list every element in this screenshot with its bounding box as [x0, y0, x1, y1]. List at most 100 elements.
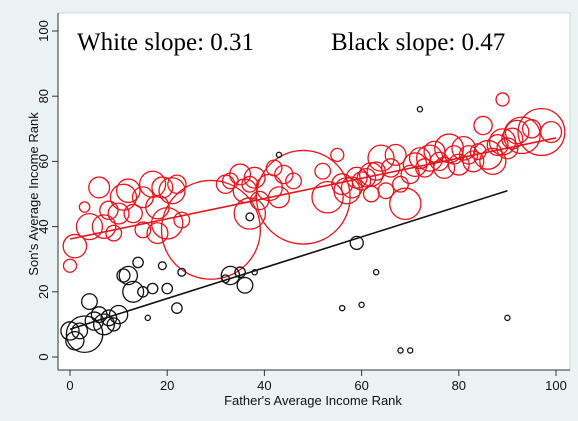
x-tick-label: 100 — [545, 378, 567, 393]
white-data-point — [243, 166, 266, 189]
white-data-point — [229, 163, 252, 186]
white-data-point — [503, 116, 541, 155]
white-data-point — [88, 176, 111, 199]
white-data-point — [462, 150, 485, 173]
x-axis-label: Father's Average Income Rank — [224, 393, 402, 408]
black-data-point — [177, 267, 187, 277]
y-tick-label: 100 — [36, 20, 51, 42]
white-data-point — [314, 162, 332, 180]
white-data-point — [145, 194, 170, 220]
white-data-point — [134, 221, 152, 239]
white-data-point — [392, 175, 409, 193]
x-tick-label: 80 — [452, 378, 466, 393]
white-data-point — [105, 224, 123, 242]
black-data-point — [71, 322, 89, 340]
y-tick-label: 0 — [36, 353, 51, 360]
white-data-point — [91, 214, 117, 239]
black-data-point — [80, 293, 98, 311]
white-data-point — [173, 211, 191, 229]
y-tick-label: 80 — [36, 89, 51, 103]
white-data-point — [433, 156, 456, 179]
black-data-point — [106, 317, 121, 332]
x-tick-label: 40 — [257, 378, 271, 393]
black-data-point — [157, 261, 167, 271]
black-data-point — [416, 105, 424, 113]
white-data-point — [367, 144, 395, 172]
white-data-point — [146, 222, 169, 245]
white-data-point — [517, 108, 566, 157]
white-data-point — [501, 127, 524, 150]
data-marks — [60, 92, 566, 354]
black-fit-line — [69, 189, 508, 331]
white-slope-annotation: White slope: 0.31 — [77, 29, 254, 56]
white-fit-line — [69, 137, 557, 240]
white-data-point — [495, 92, 510, 107]
black-data-point — [504, 314, 511, 322]
black-data-point — [171, 302, 183, 314]
white-data-point — [241, 175, 259, 193]
black-data-point — [372, 268, 380, 276]
black-data-point — [236, 276, 254, 294]
white-series — [62, 92, 566, 280]
black-data-point — [338, 304, 346, 312]
black-data-point — [245, 212, 255, 222]
white-data-point — [233, 197, 267, 230]
white-data-point — [158, 177, 186, 205]
black-data-point — [275, 151, 283, 159]
black-data-point — [92, 313, 116, 336]
black-data-point — [397, 347, 404, 354]
black-data-point — [108, 304, 129, 325]
white-data-point — [62, 258, 78, 273]
white-data-point — [123, 203, 143, 224]
white-data-point — [540, 121, 563, 144]
black-slope-annotation: Black slope: 0.47 — [331, 29, 505, 56]
white-data-point — [384, 143, 407, 166]
white-data-point — [107, 202, 130, 225]
white-data-point — [311, 181, 344, 214]
white-data-point — [99, 200, 119, 221]
black-data-point — [60, 321, 80, 341]
y-tick-label: 40 — [36, 219, 51, 233]
white-data-point — [330, 147, 345, 163]
black-data-point — [234, 266, 246, 279]
black-series — [60, 105, 511, 354]
white-data-point — [486, 134, 509, 157]
black-data-point — [161, 282, 174, 295]
x-tick-label: 60 — [354, 378, 368, 393]
y-tick-label: 20 — [36, 285, 51, 299]
white-data-point — [160, 179, 261, 280]
white-data-point — [75, 212, 104, 241]
white-data-point — [62, 233, 88, 259]
black-data-point — [146, 282, 159, 295]
white-data-point — [115, 178, 141, 204]
white-data-point — [274, 164, 294, 185]
black-data-point — [100, 309, 118, 327]
y-tick-label: 60 — [36, 154, 51, 168]
white-data-point — [151, 176, 174, 199]
white-data-point — [356, 167, 377, 188]
black-data-point — [116, 268, 131, 283]
black-data-point — [132, 256, 144, 269]
white-data-point — [389, 187, 422, 221]
black-data-point — [349, 235, 364, 251]
white-data-point — [109, 183, 138, 211]
black-data-point — [358, 301, 365, 309]
plot-area — [57, 12, 571, 371]
white-data-point — [78, 201, 91, 213]
black-data-point — [144, 314, 152, 322]
white-data-point — [366, 161, 386, 181]
white-data-point — [285, 172, 303, 190]
white-data-point — [479, 147, 507, 176]
y-axis-label: Son's Average Income Rank — [26, 112, 41, 276]
white-data-point — [138, 170, 167, 198]
x-tick-label: 20 — [160, 378, 174, 393]
axes: 0 20 40 60 80 100 0 20 40 60 80 100 — [36, 13, 570, 393]
white-data-point — [381, 158, 401, 178]
x-tick-label: 0 — [66, 378, 73, 393]
black-data-point — [122, 280, 145, 303]
black-data-point — [406, 347, 414, 354]
black-data-point — [118, 265, 139, 286]
white-data-point — [377, 182, 395, 200]
white-data-point — [340, 176, 363, 199]
